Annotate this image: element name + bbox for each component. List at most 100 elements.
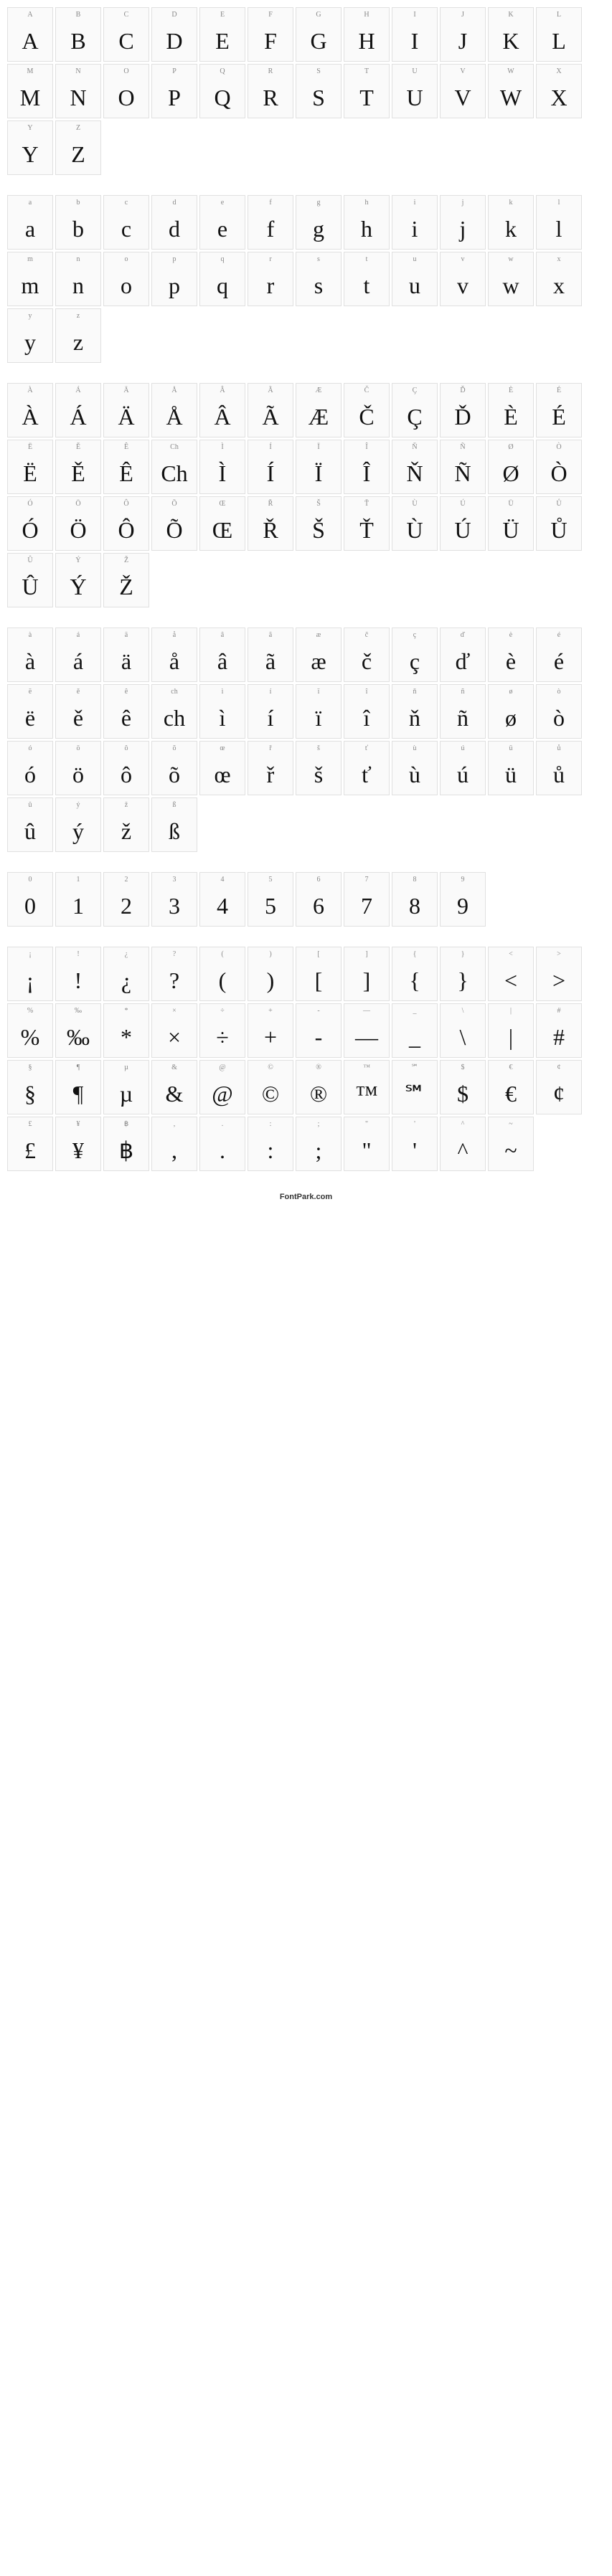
glyph-cell[interactable]: ++	[248, 1003, 293, 1058]
glyph-cell[interactable]: ââ	[199, 628, 245, 682]
glyph-cell[interactable]: ZZ	[55, 120, 101, 175]
glyph-cell[interactable]: ChCh	[151, 440, 197, 494]
glyph-cell[interactable]: ìì	[199, 684, 245, 739]
glyph-cell[interactable]: ÈÈ	[488, 383, 534, 437]
glyph-cell[interactable]: ..	[199, 1117, 245, 1171]
glyph-cell[interactable]: çç	[392, 628, 438, 682]
glyph-cell[interactable]: ťť	[344, 741, 390, 795]
glyph-cell[interactable]: åå	[151, 628, 197, 682]
glyph-cell[interactable]: ÇÇ	[392, 383, 438, 437]
glyph-cell[interactable]: BB	[55, 7, 101, 62]
glyph-cell[interactable]: jj	[440, 195, 486, 250]
glyph-cell[interactable]: ]]	[344, 947, 390, 1001]
glyph-cell[interactable]: ll	[536, 195, 582, 250]
glyph-cell[interactable]: ((	[199, 947, 245, 1001]
glyph-cell[interactable]: HH	[344, 7, 390, 62]
glyph-cell[interactable]: ýý	[55, 797, 101, 852]
glyph-cell[interactable]: __	[392, 1003, 438, 1058]
glyph-cell[interactable]: ÙÙ	[392, 496, 438, 551]
glyph-cell[interactable]: oo	[103, 252, 149, 306]
glyph-cell[interactable]: řř	[248, 741, 293, 795]
glyph-cell[interactable]: àà	[7, 628, 53, 682]
glyph-cell[interactable]: ¥¥	[55, 1117, 101, 1171]
glyph-cell[interactable]: ss	[296, 252, 342, 306]
glyph-cell[interactable]: ÏÏ	[296, 440, 342, 494]
glyph-cell[interactable]: ¢¢	[536, 1060, 582, 1114]
glyph-cell[interactable]: ŘŘ	[248, 496, 293, 551]
glyph-cell[interactable]: hh	[344, 195, 390, 250]
glyph-cell[interactable]: MM	[7, 64, 53, 118]
glyph-cell[interactable]: aa	[7, 195, 53, 250]
glyph-cell[interactable]: ËË	[7, 440, 53, 494]
glyph-cell[interactable]: $$	[440, 1060, 486, 1114]
glyph-cell[interactable]: ee	[199, 195, 245, 250]
glyph-cell[interactable]: ÌÌ	[199, 440, 245, 494]
glyph-cell[interactable]: ůů	[536, 741, 582, 795]
glyph-cell[interactable]: kk	[488, 195, 534, 250]
glyph-cell[interactable]: cc	[103, 195, 149, 250]
glyph-cell[interactable]: RR	[248, 64, 293, 118]
glyph-cell[interactable]: ŠŠ	[296, 496, 342, 551]
glyph-cell[interactable]: <<	[488, 947, 534, 1001]
glyph-cell[interactable]: ÔÔ	[103, 496, 149, 551]
glyph-cell[interactable]: ßß	[151, 797, 197, 852]
glyph-cell[interactable]: ##	[536, 1003, 582, 1058]
glyph-cell[interactable]: ??	[151, 947, 197, 1001]
glyph-cell[interactable]: ïï	[296, 684, 342, 739]
glyph-cell[interactable]: --	[296, 1003, 342, 1058]
glyph-cell[interactable]: tt	[344, 252, 390, 306]
glyph-cell[interactable]: ®®	[296, 1060, 342, 1114]
glyph-cell[interactable]: ëë	[7, 684, 53, 739]
glyph-cell[interactable]: >>	[536, 947, 582, 1001]
glyph-cell[interactable]: ÁÁ	[55, 383, 101, 437]
glyph-cell[interactable]: DD	[151, 7, 197, 62]
glyph-cell[interactable]: šš	[296, 741, 342, 795]
glyph-cell[interactable]: ¡¡	[7, 947, 53, 1001]
glyph-cell[interactable]: ¿¿	[103, 947, 149, 1001]
glyph-cell[interactable]: ℠℠	[392, 1060, 438, 1114]
glyph-cell[interactable]: ;;	[296, 1117, 342, 1171]
glyph-cell[interactable]: €€	[488, 1060, 534, 1114]
glyph-cell[interactable]: ÍÍ	[248, 440, 293, 494]
glyph-cell[interactable]: UU	[392, 64, 438, 118]
glyph-cell[interactable]: 44	[199, 872, 245, 927]
glyph-cell[interactable]: ùù	[392, 741, 438, 795]
glyph-cell[interactable]: nn	[55, 252, 101, 306]
glyph-cell[interactable]: ûû	[7, 797, 53, 852]
glyph-cell[interactable]: YY	[7, 120, 53, 175]
glyph-cell[interactable]: áá	[55, 628, 101, 682]
glyph-cell[interactable]: 00	[7, 872, 53, 927]
glyph-cell[interactable]: ČČ	[344, 383, 390, 437]
glyph-cell[interactable]: úú	[440, 741, 486, 795]
glyph-cell[interactable]: CC	[103, 7, 149, 62]
glyph-cell[interactable]: õõ	[151, 741, 197, 795]
glyph-cell[interactable]: ÝÝ	[55, 553, 101, 607]
glyph-cell[interactable]: óó	[7, 741, 53, 795]
glyph-cell[interactable]: ŽŽ	[103, 553, 149, 607]
glyph-cell[interactable]: œœ	[199, 741, 245, 795]
glyph-cell[interactable]: ,,	[151, 1117, 197, 1171]
glyph-cell[interactable]: íí	[248, 684, 293, 739]
glyph-cell[interactable]: ))	[248, 947, 293, 1001]
glyph-cell[interactable]: }}	[440, 947, 486, 1001]
glyph-cell[interactable]: @@	[199, 1060, 245, 1114]
glyph-cell[interactable]: ÒÒ	[536, 440, 582, 494]
glyph-cell[interactable]: 55	[248, 872, 293, 927]
glyph-cell[interactable]: rr	[248, 252, 293, 306]
glyph-cell[interactable]: ~~	[488, 1117, 534, 1171]
glyph-cell[interactable]: čč	[344, 628, 390, 682]
glyph-cell[interactable]: ÑÑ	[440, 440, 486, 494]
glyph-cell[interactable]: ——	[344, 1003, 390, 1058]
glyph-cell[interactable]: ŒŒ	[199, 496, 245, 551]
glyph-cell[interactable]: §§	[7, 1060, 53, 1114]
glyph-cell[interactable]: yy	[7, 308, 53, 363]
glyph-cell[interactable]: vv	[440, 252, 486, 306]
glyph-cell[interactable]: ××	[151, 1003, 197, 1058]
glyph-cell[interactable]: žž	[103, 797, 149, 852]
glyph-cell[interactable]: 33	[151, 872, 197, 927]
glyph-cell[interactable]: 11	[55, 872, 101, 927]
glyph-cell[interactable]: ÀÀ	[7, 383, 53, 437]
glyph-cell[interactable]: ii	[392, 195, 438, 250]
glyph-cell[interactable]: &&	[151, 1060, 197, 1114]
glyph-cell[interactable]: TT	[344, 64, 390, 118]
